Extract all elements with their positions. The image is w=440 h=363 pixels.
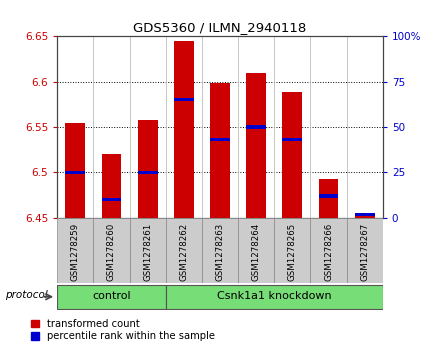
FancyBboxPatch shape — [57, 285, 166, 309]
Text: protocol: protocol — [4, 290, 48, 301]
Bar — [355, 212, 375, 216]
Title: GDS5360 / ILMN_2940118: GDS5360 / ILMN_2940118 — [133, 21, 307, 34]
FancyBboxPatch shape — [274, 218, 311, 283]
Bar — [246, 125, 266, 129]
Legend: transformed count, percentile rank within the sample: transformed count, percentile rank withi… — [31, 319, 215, 342]
Bar — [102, 198, 121, 201]
Text: GSM1278263: GSM1278263 — [216, 223, 224, 281]
Text: GSM1278260: GSM1278260 — [107, 223, 116, 281]
Text: GSM1278265: GSM1278265 — [288, 223, 297, 281]
Bar — [282, 91, 302, 218]
Text: control: control — [92, 291, 131, 301]
FancyBboxPatch shape — [347, 218, 383, 283]
FancyBboxPatch shape — [166, 218, 202, 283]
Text: GSM1278262: GSM1278262 — [180, 223, 188, 281]
Bar — [319, 194, 338, 197]
FancyBboxPatch shape — [129, 218, 166, 283]
FancyBboxPatch shape — [93, 218, 129, 283]
Bar — [66, 171, 85, 174]
Bar — [282, 138, 302, 141]
FancyBboxPatch shape — [166, 285, 383, 309]
Bar — [138, 120, 158, 218]
Bar — [174, 98, 194, 101]
Text: GSM1278267: GSM1278267 — [360, 223, 369, 281]
FancyBboxPatch shape — [57, 218, 93, 283]
Text: GSM1278259: GSM1278259 — [71, 223, 80, 281]
Bar — [102, 154, 121, 218]
Bar — [66, 122, 85, 218]
Bar — [246, 73, 266, 218]
FancyBboxPatch shape — [202, 218, 238, 283]
Bar — [210, 138, 230, 141]
FancyBboxPatch shape — [311, 218, 347, 283]
Bar — [210, 83, 230, 218]
Bar — [355, 213, 375, 218]
Text: GSM1278264: GSM1278264 — [252, 223, 260, 281]
Text: GSM1278261: GSM1278261 — [143, 223, 152, 281]
Bar — [319, 179, 338, 218]
Bar — [174, 41, 194, 218]
Bar — [138, 171, 158, 174]
Text: GSM1278266: GSM1278266 — [324, 223, 333, 281]
Text: Csnk1a1 knockdown: Csnk1a1 knockdown — [217, 291, 332, 301]
FancyBboxPatch shape — [238, 218, 274, 283]
